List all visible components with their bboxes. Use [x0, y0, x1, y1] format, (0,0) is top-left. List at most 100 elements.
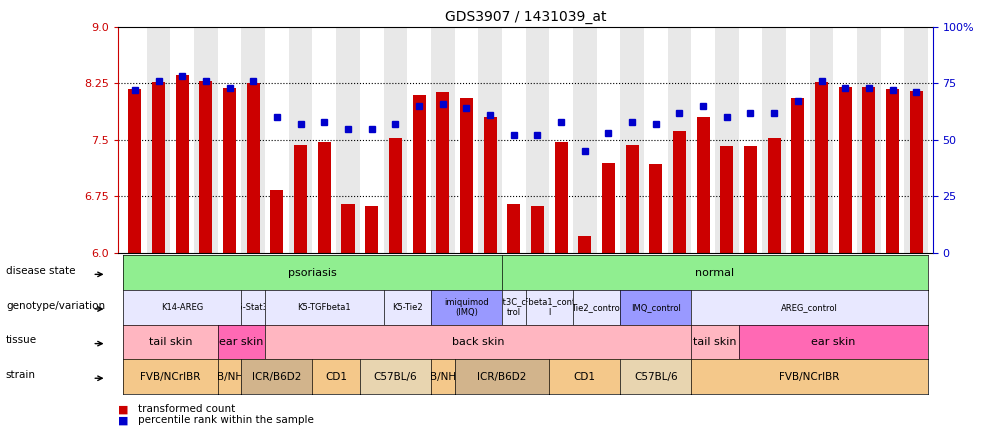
Title: GDS3907 / 1431039_at: GDS3907 / 1431039_at [444, 10, 606, 24]
Bar [862, 87, 875, 253]
Bar [265, 27, 289, 253]
Bar [648, 164, 661, 253]
Bar [838, 87, 851, 253]
Bar [365, 206, 378, 253]
Bar [904, 27, 927, 253]
Text: tail skin: tail skin [692, 337, 736, 347]
Bar [431, 27, 454, 253]
Text: genotype/variation: genotype/variation [6, 301, 105, 310]
Bar [885, 88, 898, 253]
Text: ICR/B6D2: ICR/B6D2 [477, 372, 526, 381]
Text: ear skin: ear skin [219, 337, 264, 347]
Bar [549, 27, 572, 253]
Text: CD1: CD1 [325, 372, 347, 381]
Bar [478, 27, 501, 253]
Text: CD1: CD1 [573, 372, 595, 381]
Bar [530, 206, 543, 253]
Bar [483, 117, 496, 253]
Text: FVB/NHsd: FVB/NHsd [203, 372, 255, 381]
Bar [194, 27, 217, 253]
Text: disease state: disease state [6, 266, 75, 276]
Bar [294, 145, 307, 253]
Bar [271, 190, 284, 253]
Bar [170, 27, 194, 253]
Bar [222, 88, 235, 253]
Text: K5-Tie2: K5-Tie2 [392, 303, 422, 312]
Bar [459, 99, 472, 253]
Text: Stat3C_con
trol: Stat3C_con trol [490, 297, 537, 317]
Bar [199, 81, 212, 253]
Bar [737, 27, 762, 253]
Bar [318, 142, 331, 253]
Text: ear skin: ear skin [811, 337, 855, 347]
Bar [412, 95, 425, 253]
Bar [436, 91, 449, 253]
Bar [880, 27, 904, 253]
Bar [336, 27, 360, 253]
Text: back skin: back skin [452, 337, 504, 347]
Bar [152, 82, 165, 253]
Text: FVB/NCrIBR: FVB/NCrIBR [140, 372, 200, 381]
Bar [407, 27, 431, 253]
Text: ■: ■ [118, 404, 128, 414]
Bar [815, 82, 828, 253]
Bar [454, 27, 478, 253]
Bar [762, 27, 786, 253]
Bar [596, 27, 619, 253]
Bar [743, 146, 757, 253]
Bar [246, 83, 260, 253]
Bar [714, 27, 737, 253]
Text: K14-AREG: K14-AREG [161, 303, 203, 312]
Text: K5-Stat3C: K5-Stat3C [232, 303, 274, 312]
Text: percentile rank within the sample: percentile rank within the sample [138, 416, 314, 425]
Text: IMQ_control: IMQ_control [630, 303, 680, 312]
Bar [507, 204, 520, 253]
Bar [128, 88, 141, 253]
Bar [389, 138, 402, 253]
Bar [383, 27, 407, 253]
Text: K5-TGFbeta1: K5-TGFbeta1 [298, 303, 351, 312]
Text: tissue: tissue [6, 335, 37, 345]
Bar [672, 131, 685, 253]
Bar [601, 163, 614, 253]
Bar [175, 75, 188, 253]
Text: transformed count: transformed count [138, 404, 235, 414]
Bar [146, 27, 170, 253]
Bar [719, 146, 732, 253]
Text: TGFbeta1_control
l: TGFbeta1_control l [512, 297, 586, 317]
Bar [578, 237, 591, 253]
Bar [696, 117, 709, 253]
Text: normal: normal [694, 268, 733, 278]
Text: tail skin: tail skin [148, 337, 192, 347]
Bar [123, 27, 146, 253]
Bar [690, 27, 714, 253]
Bar [241, 27, 265, 253]
Bar [809, 27, 833, 253]
Text: psoriasis: psoriasis [288, 268, 337, 278]
Bar [667, 27, 690, 253]
Bar [767, 139, 780, 253]
Text: FVB/NHsd: FVB/NHsd [417, 372, 468, 381]
Text: ICR/B6D2: ICR/B6D2 [253, 372, 302, 381]
Text: strain: strain [6, 370, 36, 380]
Bar [909, 91, 922, 253]
Text: ■: ■ [118, 416, 128, 425]
Bar [833, 27, 856, 253]
Text: AREG_control: AREG_control [781, 303, 838, 312]
Bar [619, 27, 643, 253]
Text: Tie2_control: Tie2_control [570, 303, 621, 312]
Text: C57BL/6: C57BL/6 [373, 372, 417, 381]
Bar [856, 27, 880, 253]
Bar [217, 27, 241, 253]
Text: C57BL/6: C57BL/6 [633, 372, 677, 381]
Text: imiquimod
(IMQ): imiquimod (IMQ) [444, 297, 488, 317]
Bar [525, 27, 549, 253]
Bar [572, 27, 596, 253]
Text: FVB/NCrIBR: FVB/NCrIBR [779, 372, 839, 381]
Bar [554, 142, 567, 253]
Bar [360, 27, 383, 253]
Bar [643, 27, 667, 253]
Bar [625, 145, 638, 253]
Bar [289, 27, 313, 253]
Bar [313, 27, 336, 253]
